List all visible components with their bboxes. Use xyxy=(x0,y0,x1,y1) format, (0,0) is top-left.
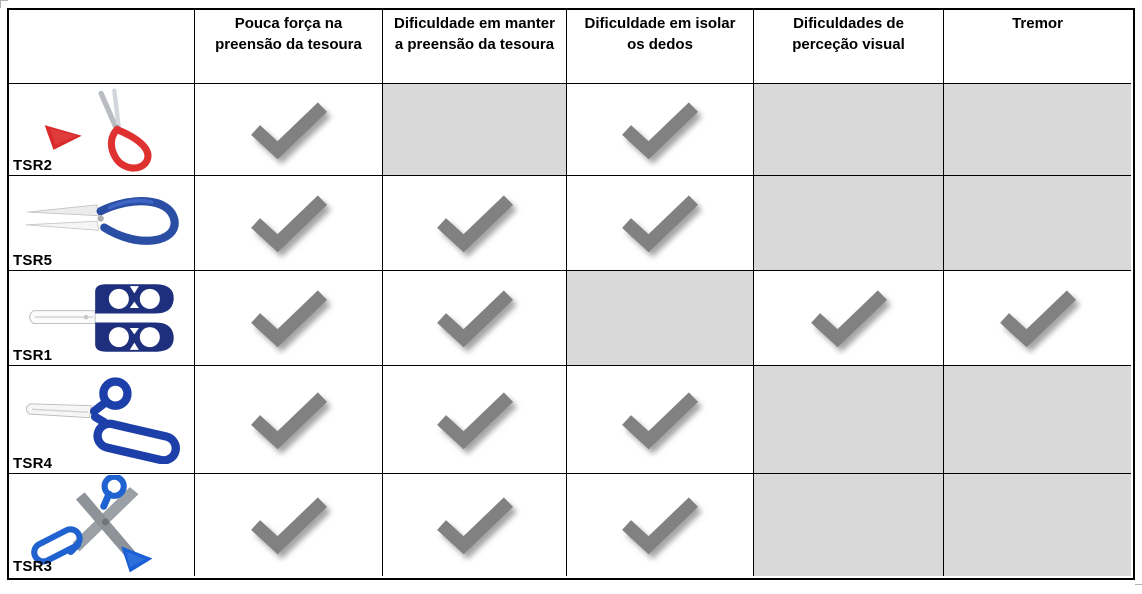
matrix-cell-tsr4-c2 xyxy=(383,366,567,474)
row-label: TSR4 xyxy=(13,455,53,472)
matrix-cell-tsr4-c5 xyxy=(944,366,1131,474)
crop-handle-top-left xyxy=(0,0,8,8)
matrix-cell-tsr2-c1 xyxy=(195,84,383,176)
matrix-cell-tsr5-c1 xyxy=(195,176,383,271)
matrix-cell-tsr4-c3 xyxy=(567,366,754,474)
checkmark-icon xyxy=(622,497,699,555)
row-label: TSR3 xyxy=(13,558,53,575)
matrix-cell-tsr5-c3 xyxy=(567,176,754,271)
matrix-cell-tsr4-c4 xyxy=(754,366,944,474)
checkmark-icon xyxy=(622,391,699,449)
checkmark-icon xyxy=(250,391,327,449)
matrix-cell-tsr2-c4 xyxy=(754,84,944,176)
checkmark-icon xyxy=(250,290,327,348)
matrix-cell-tsr3-c3 xyxy=(567,474,754,576)
scissors-difficulty-matrix: Pouca força na preensão da tesoura Dific… xyxy=(7,8,1135,580)
matrix-cell-tsr2-c5 xyxy=(944,84,1131,176)
matrix-cell-tsr2-c3 xyxy=(567,84,754,176)
matrix-cell-tsr1-c5 xyxy=(944,271,1131,366)
matrix-cell-tsr1-c1 xyxy=(195,271,383,366)
header-cell-maintain-grip: Dificuldade em manter a preensão da teso… xyxy=(383,10,567,84)
row-label: TSR1 xyxy=(13,347,53,364)
matrix-cell-tsr5-c5 xyxy=(944,176,1131,271)
matrix-cell-tsr1-c4 xyxy=(754,271,944,366)
checkmark-icon xyxy=(250,195,327,253)
row-label: TSR5 xyxy=(13,252,53,269)
header-cell-isolate-fingers: Dificuldade em isolar os dedos xyxy=(567,10,754,84)
matrix-cell-tsr3-c1 xyxy=(195,474,383,576)
matrix-cell-tsr3-c5 xyxy=(944,474,1131,576)
checkmark-icon xyxy=(436,391,513,449)
checkmark-icon xyxy=(810,290,887,348)
matrix-cell-tsr1-c3 xyxy=(567,271,754,366)
matrix-cell-tsr4-c1 xyxy=(195,366,383,474)
header-cell-tremor: Tremor xyxy=(944,10,1131,84)
blue-open-scissors-image xyxy=(30,475,152,573)
crop-handle-bottom-right xyxy=(1135,577,1142,585)
blue-oval-handle-scissors-image xyxy=(25,376,180,464)
checkmark-icon xyxy=(436,195,513,253)
checkmark-icon xyxy=(436,290,513,348)
matrix-cell-tsr2-c2 xyxy=(383,84,567,176)
scissors-image-cell: TSR1 xyxy=(9,271,195,366)
row-label: TSR2 xyxy=(13,157,53,174)
scissors-image-cell: TSR5 xyxy=(9,176,195,271)
scissors-image-cell: TSR4 xyxy=(9,366,195,474)
checkmark-icon xyxy=(622,101,699,159)
scissors-image-cell: TSR2 xyxy=(9,84,195,176)
checkmark-icon xyxy=(622,195,699,253)
header-cell-grip-strength: Pouca força na preensão da tesoura xyxy=(195,10,383,84)
header-cell-empty xyxy=(9,10,195,84)
checkmark-icon xyxy=(250,497,327,555)
checkmark-icon xyxy=(436,497,513,555)
matrix-cell-tsr5-c4 xyxy=(754,176,944,271)
blue-loop-scissors-image xyxy=(24,197,179,245)
matrix-cell-tsr3-c2 xyxy=(383,474,567,576)
matrix-cell-tsr3-c4 xyxy=(754,474,944,576)
matrix-cell-tsr5-c2 xyxy=(383,176,567,271)
matrix-cell-tsr1-c2 xyxy=(383,271,567,366)
navy-four-hole-scissors-image xyxy=(28,284,174,352)
checkmark-icon xyxy=(250,101,327,159)
red-loop-scissors-image xyxy=(44,88,151,171)
header-cell-visual-perception: Dificuldades de perceção visual xyxy=(754,10,944,84)
scissors-image-cell: TSR3 xyxy=(9,474,195,576)
checkmark-icon xyxy=(999,290,1076,348)
